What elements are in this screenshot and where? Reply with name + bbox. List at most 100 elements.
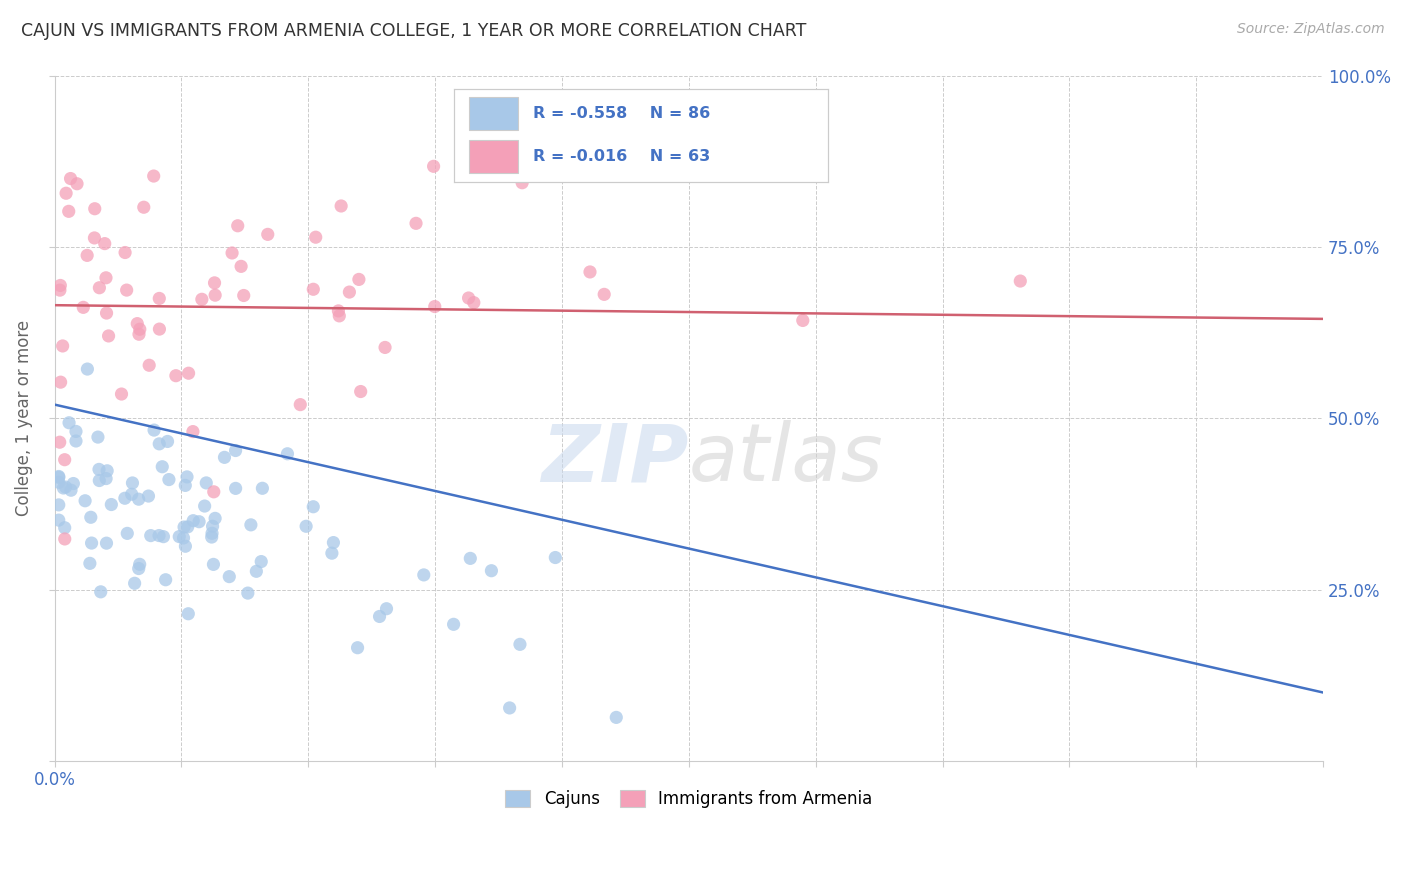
Point xyxy=(328,304,350,318)
Point xyxy=(121,487,143,501)
Point xyxy=(218,569,240,583)
Point xyxy=(48,435,70,450)
Point xyxy=(53,521,76,535)
Point xyxy=(49,375,72,389)
Point xyxy=(1010,274,1032,288)
Point xyxy=(204,511,226,525)
Point xyxy=(202,558,225,572)
Point xyxy=(89,281,111,295)
Point xyxy=(87,462,110,476)
Text: Source: ZipAtlas.com: Source: ZipAtlas.com xyxy=(1237,22,1385,37)
Point xyxy=(792,313,814,327)
Point xyxy=(132,200,155,214)
Point xyxy=(96,464,118,478)
Point xyxy=(250,555,273,569)
Point xyxy=(374,341,396,355)
Point xyxy=(173,520,195,534)
Point xyxy=(152,530,174,544)
Point xyxy=(256,227,278,242)
Point xyxy=(94,472,117,486)
Point xyxy=(90,584,112,599)
Point xyxy=(544,550,567,565)
Point xyxy=(150,459,173,474)
Point xyxy=(276,447,298,461)
Point xyxy=(48,475,70,490)
Point xyxy=(236,586,259,600)
Point xyxy=(302,282,325,296)
Point xyxy=(53,452,76,467)
Point xyxy=(214,450,236,465)
Point xyxy=(221,246,243,260)
Point xyxy=(48,470,70,484)
Point xyxy=(173,531,195,545)
Point xyxy=(232,288,254,302)
Point xyxy=(593,287,616,301)
Point xyxy=(110,387,132,401)
Point xyxy=(76,362,98,376)
Point xyxy=(80,536,103,550)
Point xyxy=(509,637,531,651)
Point xyxy=(226,219,249,233)
Point xyxy=(481,564,503,578)
Point xyxy=(138,358,160,372)
Point xyxy=(143,423,166,437)
Point xyxy=(52,339,75,353)
Point xyxy=(139,528,162,542)
Point xyxy=(121,475,143,490)
Point xyxy=(375,601,398,615)
Point xyxy=(48,469,70,483)
Point xyxy=(174,478,197,492)
Point xyxy=(114,245,136,260)
Point xyxy=(498,701,520,715)
Point xyxy=(79,557,101,571)
Point xyxy=(510,176,533,190)
Point xyxy=(115,283,138,297)
Point xyxy=(177,607,200,621)
Point xyxy=(579,265,602,279)
Point xyxy=(188,515,211,529)
Point xyxy=(191,293,214,307)
Point xyxy=(155,573,177,587)
Point xyxy=(114,491,136,506)
Point xyxy=(202,484,225,499)
Point xyxy=(305,230,328,244)
Point xyxy=(128,327,150,342)
Point xyxy=(97,329,120,343)
Point xyxy=(295,519,318,533)
Point xyxy=(176,520,198,534)
Point xyxy=(148,292,170,306)
Point xyxy=(330,199,353,213)
Point xyxy=(75,493,97,508)
Point xyxy=(605,710,627,724)
Point xyxy=(96,306,118,320)
Point xyxy=(347,272,370,286)
Point xyxy=(87,430,110,444)
Point xyxy=(55,186,77,201)
Point xyxy=(89,474,111,488)
Point xyxy=(128,561,150,575)
Point xyxy=(65,434,87,448)
Point xyxy=(148,437,170,451)
Point xyxy=(80,510,103,524)
Point xyxy=(117,526,139,541)
Point xyxy=(100,498,122,512)
Point xyxy=(457,291,479,305)
Point xyxy=(124,576,146,591)
Point xyxy=(127,317,149,331)
Point xyxy=(177,366,200,380)
Point xyxy=(350,384,373,399)
Point xyxy=(321,546,343,560)
Point xyxy=(204,288,226,302)
Point xyxy=(463,295,485,310)
Point xyxy=(60,483,83,498)
Point xyxy=(49,278,72,293)
Point xyxy=(128,492,150,507)
Point xyxy=(422,159,444,173)
Point xyxy=(148,528,170,542)
Point xyxy=(138,489,160,503)
Point xyxy=(225,482,247,496)
Point xyxy=(94,270,117,285)
Point xyxy=(328,309,350,323)
Point xyxy=(368,609,391,624)
Point xyxy=(65,425,87,439)
